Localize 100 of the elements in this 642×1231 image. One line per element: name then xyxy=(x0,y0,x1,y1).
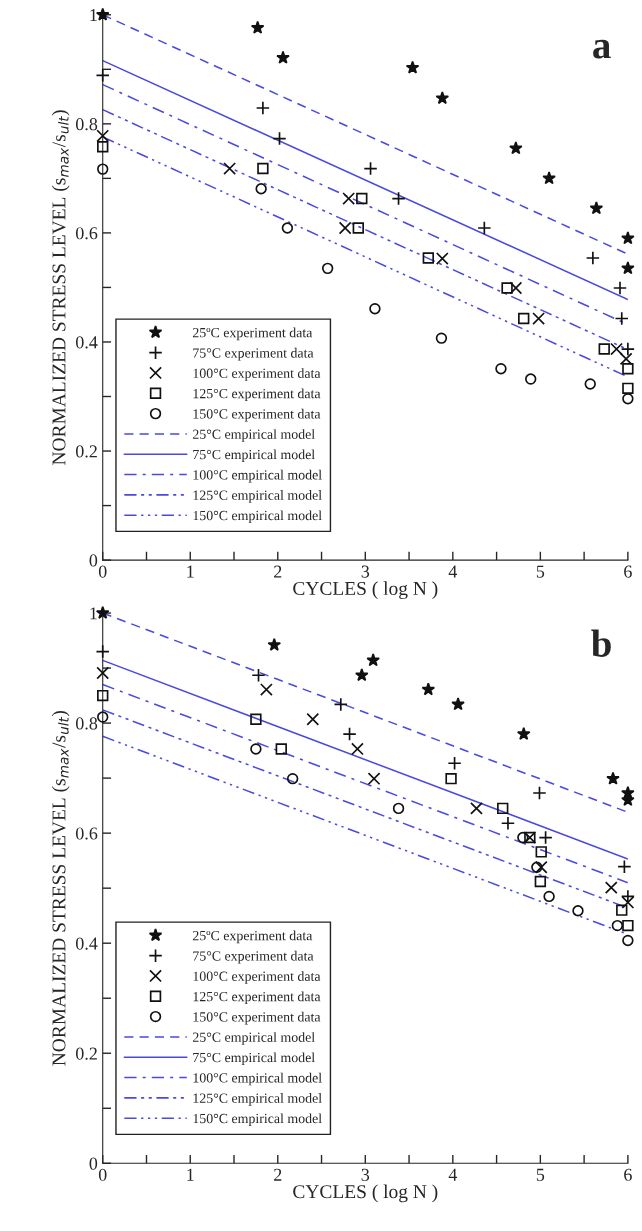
point xyxy=(97,163,109,175)
point xyxy=(405,60,420,74)
point xyxy=(538,830,553,845)
point xyxy=(622,919,634,932)
point xyxy=(281,222,294,234)
point xyxy=(422,252,435,264)
legend-label: 125°C empirical model xyxy=(193,1093,322,1106)
point xyxy=(306,712,320,726)
legend-label: 100°C empirical model xyxy=(193,1072,322,1086)
point xyxy=(516,727,531,740)
legend-label: 150°C empirical model xyxy=(193,510,322,524)
point xyxy=(542,171,556,185)
point xyxy=(95,68,110,83)
y-tick-label: 0.2 xyxy=(75,1047,97,1060)
point xyxy=(338,221,352,235)
legend-label: 25ºC experiment data xyxy=(192,327,313,341)
point xyxy=(616,904,628,916)
point xyxy=(366,653,380,667)
point xyxy=(369,303,381,315)
point xyxy=(534,860,548,874)
x-axis-title: CYCLES ( log N ) xyxy=(293,1184,438,1203)
y-axis-title: NORMALIZED STRESS LEVEL (s$_{max}$/s$_{ult}$) xyxy=(51,710,70,1066)
point xyxy=(267,637,282,651)
x-tick-label: 6 xyxy=(624,565,632,578)
point xyxy=(617,859,632,874)
point xyxy=(532,785,547,801)
y-tick-label: 1 xyxy=(90,9,97,22)
y-tick-label: 0.8 xyxy=(75,717,98,730)
x-tick-label: 1 xyxy=(187,565,194,578)
point xyxy=(525,373,537,385)
point xyxy=(584,378,596,390)
point xyxy=(276,50,290,64)
legend-label: 75°C empirical model xyxy=(193,449,315,463)
y-tick-label: 0 xyxy=(89,554,98,567)
point xyxy=(501,282,513,294)
point xyxy=(97,711,109,723)
point xyxy=(445,772,457,785)
annotation: b xyxy=(591,629,611,657)
point xyxy=(604,881,618,895)
point xyxy=(97,689,109,702)
y-tick-label: 0.6 xyxy=(75,227,98,240)
x-tick-label: 2 xyxy=(274,565,282,578)
point xyxy=(610,342,623,356)
y-tick-label: 1 xyxy=(90,607,97,620)
legend-label: 150°C empirical model xyxy=(193,1113,322,1127)
point xyxy=(435,91,450,105)
point xyxy=(356,192,368,205)
point xyxy=(286,772,299,785)
point xyxy=(518,312,530,325)
point xyxy=(275,743,287,755)
point xyxy=(470,801,483,815)
y-tick-label: 0.4 xyxy=(75,937,98,950)
point xyxy=(500,816,516,831)
point xyxy=(321,262,334,275)
point xyxy=(435,332,448,344)
point xyxy=(255,100,270,116)
y-axis-title: NORMALIZED STRESS LEVEL (s$_{max}$/s$_{ult}$) xyxy=(51,110,70,465)
point xyxy=(342,727,357,742)
point xyxy=(367,772,381,786)
point xyxy=(257,162,269,175)
point xyxy=(517,831,529,844)
point xyxy=(251,668,266,683)
x-tick-label: 4 xyxy=(448,565,458,578)
x-tick-label: 3 xyxy=(361,565,370,578)
legend-label: 150°C experiment data xyxy=(193,408,321,422)
point xyxy=(620,341,635,357)
x-tick-label: 5 xyxy=(536,1168,545,1181)
legend-label: 75°C experiment data xyxy=(193,347,314,361)
point xyxy=(451,697,465,711)
point xyxy=(612,280,628,296)
legend-label: 25°C empirical model xyxy=(192,429,315,442)
point xyxy=(621,896,635,909)
point xyxy=(606,771,620,785)
y-tick-label: 0.6 xyxy=(75,827,98,840)
legend-label: 100°C empirical model xyxy=(193,469,322,483)
x-tick-label: 2 xyxy=(274,1168,282,1181)
point xyxy=(497,802,509,815)
annotation: a xyxy=(593,39,611,59)
legend-label: 25ºC experiment data xyxy=(192,930,313,944)
point xyxy=(477,220,492,236)
point xyxy=(614,311,629,326)
point xyxy=(619,352,633,366)
point xyxy=(96,666,110,680)
legend-label: 100°C experiment data xyxy=(193,971,321,984)
point xyxy=(96,129,110,143)
y-tick-label: 0.2 xyxy=(75,445,97,458)
legend-label: 100°C experiment data xyxy=(193,368,321,381)
point xyxy=(535,846,547,858)
point xyxy=(260,683,273,696)
point xyxy=(97,141,109,153)
legend-label: 125°C experiment data xyxy=(193,991,321,1005)
point xyxy=(622,362,634,375)
x-tick-label: 1 xyxy=(187,1168,194,1181)
legend-label: 25°C empirical model xyxy=(192,1032,315,1045)
point xyxy=(622,382,634,395)
y-tick-label: 0 xyxy=(89,1157,98,1170)
point xyxy=(543,890,555,903)
point xyxy=(447,756,462,771)
point xyxy=(95,644,110,659)
point xyxy=(352,222,364,234)
